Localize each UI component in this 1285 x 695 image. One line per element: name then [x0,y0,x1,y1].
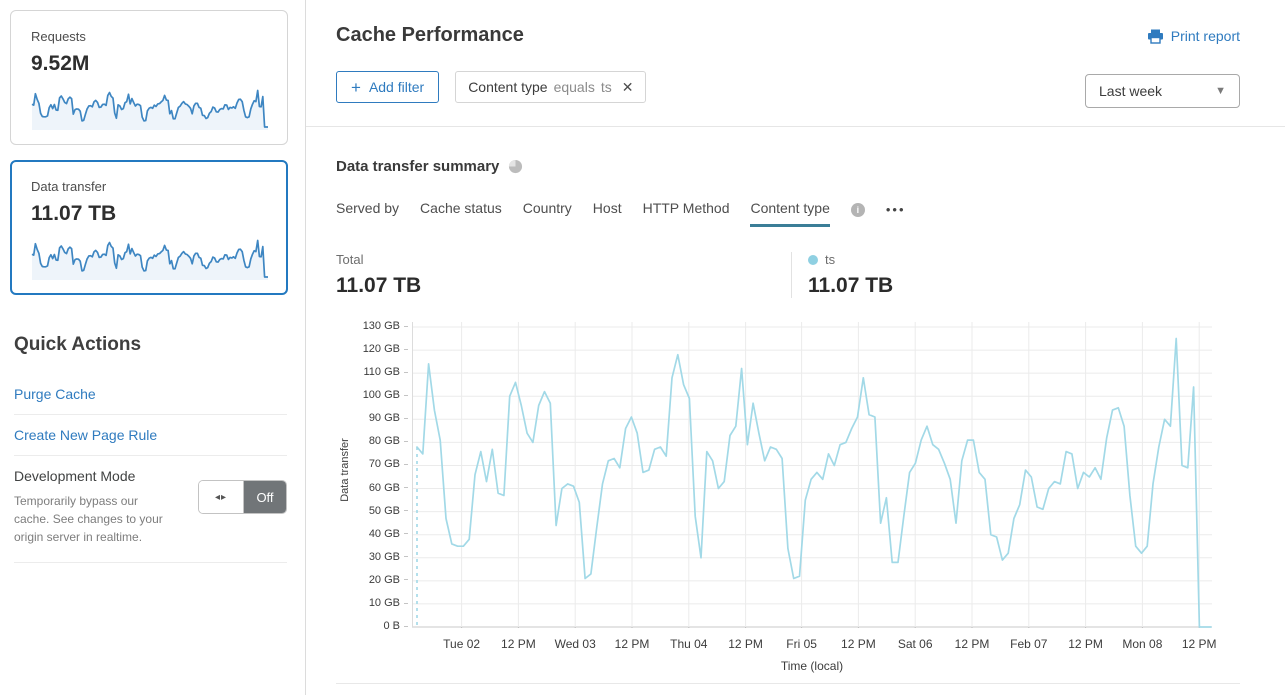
pie-timer-icon [509,159,523,174]
create-page-rule-link[interactable]: Create New Page Rule [14,427,158,443]
page-header: Cache Performance Print report + Add fil… [306,0,1285,127]
series-legend-dot [808,254,818,265]
summary-title: Data transfer summary [336,158,500,175]
add-filter-label: Add filter [368,79,425,95]
toggle-arrows-icon: ◂▸ [199,481,244,513]
divider [336,683,1240,684]
x-axis-title: Time (local) [780,659,844,673]
more-tabs-button[interactable]: ••• [885,202,906,217]
filter-chip-field: Content type [468,79,548,95]
page-title: Cache Performance [336,24,524,46]
development-mode-label: Development Mode [14,468,136,484]
requests-card[interactable]: Requests 9.52M [10,10,288,145]
requests-card-value: 9.52M [31,52,90,75]
main-panel: Cache Performance Print report + Add fil… [306,0,1285,695]
filter-chip-content-type[interactable]: Content type equals ts ✕ [455,71,647,103]
plus-icon: + [351,77,361,97]
filter-chip-value: ts [600,79,612,95]
divider [14,562,287,563]
tab-cache-status[interactable]: Cache status [420,200,502,216]
tab-country[interactable]: Country [522,200,572,216]
printer-icon [1147,29,1163,44]
info-icon[interactable]: i [850,202,865,217]
quick-actions-section: Quick Actions Purge Cache Create New Pag… [10,310,305,563]
data-transfer-card-value: 11.07 TB [31,202,117,225]
purge-cache-link[interactable]: Purge Cache [14,386,96,402]
y-axis-ticks: 0 B 10 GB 20 GB 30 GB 40 GB 50 GB 60 GB 70 GB 80… [354,320,412,632]
development-mode-block: Development Mode Temporarily bypass our … [14,456,287,562]
data-transfer-card-label: Data transfer [31,179,107,194]
data-transfer-sparkline [31,239,268,280]
print-report-label: Print report [1170,28,1240,44]
date-range-select[interactable]: Last week ▼ [1085,74,1240,108]
tab-content-type[interactable]: Content type [750,200,830,227]
total-value: 11.07 TB [336,274,422,297]
chart-plot-area: Tue 02 12 PM Wed 03 12 PM Thu 04 12 PM Fri 05 1… [412,320,1217,673]
sidebar: Requests 9.52M Data transfer 11.07 TB Qu… [0,0,306,695]
remove-filter-icon[interactable]: ✕ [621,78,634,95]
tab-http-method[interactable]: HTTP Method [642,200,730,216]
toggle-state-label: Off [244,481,286,513]
add-filter-button[interactable]: + Add filter [336,71,440,103]
print-report-button[interactable]: Print report [1147,28,1240,44]
tab-served-by[interactable]: Served by [336,200,400,216]
tab-host[interactable]: Host [592,200,622,216]
dimension-tabs: Served by Cache status Country Host HTTP… [336,200,1240,227]
stats-row: Total 11.07 TB ts 11.07 TB [336,252,1240,298]
total-label: Total [336,252,364,267]
date-range-value: Last week [1099,83,1163,99]
filter-row: + Add filter Content type equals ts ✕ [336,71,1240,103]
data-transfer-summary-section: Data transfer summary Served by Cache st… [306,158,1285,684]
chevron-down-icon: ▼ [1215,85,1226,97]
time-series-chart: Data transfer 0 B 10 GB 20 GB 30 GB 40 GB 50 … [336,320,1240,673]
quick-actions-title: Quick Actions [14,334,142,355]
chart-canvas [412,322,1212,631]
requests-card-label: Requests [31,29,86,44]
data-transfer-card[interactable]: Data transfer 11.07 TB [10,160,288,295]
filter-chip-operator: equals [553,79,595,95]
y-axis-title: Data transfer [339,438,351,502]
series-legend-label: ts [825,252,836,267]
requests-sparkline [31,89,268,130]
development-mode-toggle[interactable]: ◂▸ Off [198,480,287,514]
x-axis-ticks: Tue 02 12 PM Wed 03 12 PM Thu 04 12 PM Fri 05 1… [443,637,1217,651]
series-value: 11.07 TB [808,274,894,297]
development-mode-description: Temporarily bypass our cache. See change… [14,494,163,544]
divider [14,455,287,456]
divider [14,414,287,415]
